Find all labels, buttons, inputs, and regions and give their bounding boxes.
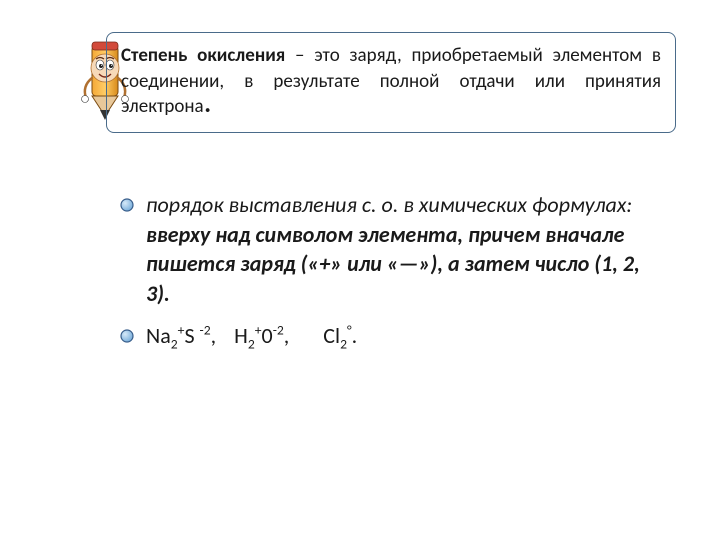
formula-line: Na2+S -2, H2+0-2, Cl2°. bbox=[146, 321, 357, 351]
bullet-icon bbox=[120, 329, 134, 343]
formula-na: Na2+S -2, bbox=[146, 322, 216, 349]
definition-box: Степень окисления – это заряд, приобрета… bbox=[106, 32, 676, 133]
list-item: порядок выставления с. о. в химических ф… bbox=[120, 190, 660, 309]
bullet-intro: порядок выставления с. о. в химических ф… bbox=[146, 191, 632, 218]
definition-term: Степень окисления bbox=[121, 44, 285, 67]
bullet-emph: вверху над символом элемента, причем вна… bbox=[146, 221, 640, 307]
list-item: Na2+S -2, H2+0-2, Cl2°. bbox=[120, 321, 660, 351]
content-area: порядок выставления с. о. в химических ф… bbox=[120, 190, 660, 362]
formula-cl: Cl2°. bbox=[323, 322, 357, 349]
definition-period: . bbox=[204, 82, 212, 121]
formula-h: H2+0-2, bbox=[234, 322, 289, 349]
bullet-icon bbox=[120, 198, 134, 212]
bullet-text-1: порядок выставления с. о. в химических ф… bbox=[146, 190, 660, 309]
